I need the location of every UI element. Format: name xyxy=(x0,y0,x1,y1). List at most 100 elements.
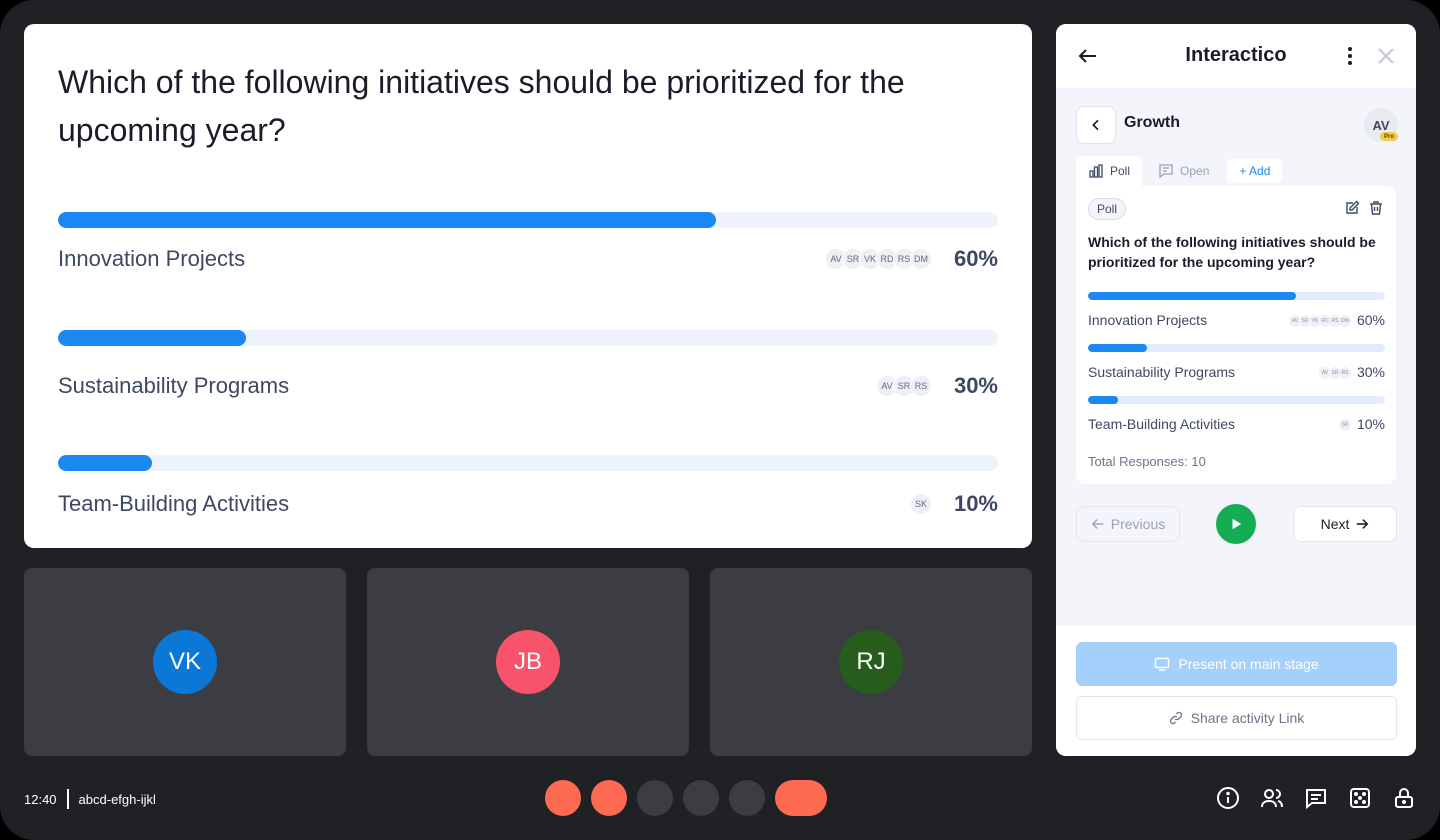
option-label: Sustainability Programs xyxy=(58,373,290,398)
more-options-button[interactable] xyxy=(729,780,765,816)
info-icon[interactable] xyxy=(1216,786,1240,810)
mic-button[interactable] xyxy=(545,780,581,816)
voter-avatar: RS xyxy=(910,375,932,397)
trash-icon[interactable] xyxy=(1368,200,1384,216)
panel-footer: Present on main stage Share activity Lin… xyxy=(1056,626,1416,756)
poll-option: Innovation Projects AV SR VK RC RS DM 60% xyxy=(1088,292,1385,330)
voter-avatar: RS xyxy=(1329,315,1341,327)
chat-icon[interactable] xyxy=(1304,786,1328,810)
voter-avatar: AV xyxy=(1319,367,1331,379)
activities-icon[interactable] xyxy=(1348,786,1372,810)
voter-avatar: SR xyxy=(1329,367,1341,379)
meeting-code: abcd-efgh-ijkl xyxy=(78,791,156,807)
participant-tile[interactable]: JB xyxy=(367,568,689,756)
present-button[interactable]: Present on main stage xyxy=(1076,642,1397,686)
option-label: Sustainability Programs xyxy=(1088,364,1236,380)
option-percent: 10% xyxy=(953,491,998,516)
close-icon[interactable] xyxy=(1374,44,1398,68)
voter-avatars: AV SR RS xyxy=(1319,367,1351,379)
screen-share-icon xyxy=(1155,657,1170,671)
option-label: Team-Building Activities xyxy=(58,491,290,516)
poll-question: Which of the following initiatives shoul… xyxy=(1088,234,1376,270)
avatar: RJ xyxy=(839,630,903,694)
arrow-left-icon xyxy=(1091,519,1104,529)
poll-card: Poll Which of the following initiatives … xyxy=(1076,186,1396,484)
voter-avatars: SK xyxy=(910,493,932,515)
voter-avatars: AV SR RS xyxy=(876,375,932,397)
pro-badge: Pro xyxy=(1380,132,1398,141)
voter-avatar: RS xyxy=(1339,367,1351,379)
option-percent: 60% xyxy=(953,246,998,271)
edit-icon[interactable] xyxy=(1344,200,1360,216)
progress-bar xyxy=(58,330,998,346)
meeting-time: 12:40 xyxy=(24,791,57,807)
panel-body: Growth AV Pro Poll Open + Add Poll xyxy=(1056,88,1416,626)
poll-option: Innovation Projects AV SR VK RD RS DM 60% xyxy=(58,212,998,280)
voter-avatar: RC xyxy=(1319,315,1331,327)
voter-avatars: SK xyxy=(1339,419,1351,431)
voter-avatars: AV SR VK RC RS DM xyxy=(1289,315,1351,327)
previous-button[interactable]: Previous xyxy=(1076,506,1180,542)
group-name: Growth xyxy=(1124,114,1180,131)
voter-avatar: VK xyxy=(1309,315,1321,327)
option-percent: 30% xyxy=(953,373,998,398)
link-icon xyxy=(1169,711,1182,725)
previous-label: Previous xyxy=(1110,516,1166,532)
raise-hand-button[interactable] xyxy=(683,780,719,816)
option-percent: 10% xyxy=(1356,416,1385,432)
voter-avatar: DM xyxy=(910,248,932,270)
divider xyxy=(66,789,69,809)
progress-bar xyxy=(1088,344,1385,352)
back-arrow-icon[interactable] xyxy=(1076,44,1100,68)
tab-label: Open xyxy=(1180,164,1210,178)
voter-avatar: AV xyxy=(1289,315,1301,327)
participant-tile[interactable]: RJ xyxy=(710,568,1032,756)
main-stage-poll: Which of the following initiatives shoul… xyxy=(24,24,1032,548)
voter-avatar: RD xyxy=(876,248,898,270)
camera-button[interactable] xyxy=(591,780,627,816)
bar-chart-icon xyxy=(1089,164,1103,178)
progress-bar xyxy=(1088,396,1385,404)
total-responses: Total Responses: 10 xyxy=(1088,454,1206,469)
activity-type-badge: Poll xyxy=(1088,198,1127,220)
captions-button[interactable] xyxy=(637,780,673,816)
side-panel: Interactico Growth AV Pro Poll xyxy=(1056,24,1416,756)
option-label: Team-Building Activities xyxy=(1088,416,1236,432)
avatar: VK xyxy=(153,630,217,694)
share-link-button[interactable]: Share activity Link xyxy=(1076,696,1397,740)
group-back-button[interactable] xyxy=(1076,106,1116,144)
progress-bar xyxy=(1088,292,1385,300)
next-label: Next xyxy=(1320,516,1350,532)
poll-option: Sustainability Programs AV SR RS 30% xyxy=(1088,344,1385,382)
poll-option: Sustainability Programs AV SR RS 30% xyxy=(58,330,998,407)
leave-call-button[interactable] xyxy=(775,780,827,816)
comment-icon xyxy=(1159,164,1173,179)
add-activity-button[interactable]: + Add xyxy=(1227,159,1283,183)
progress-bar xyxy=(58,455,998,471)
play-button[interactable] xyxy=(1216,504,1256,544)
voter-avatar: SK xyxy=(910,493,932,515)
more-vertical-icon[interactable] xyxy=(1338,44,1362,68)
tab-label: Poll xyxy=(1110,164,1131,178)
present-label: Present on main stage xyxy=(1178,656,1319,672)
option-percent: 30% xyxy=(1356,364,1385,380)
tab-poll[interactable]: Poll xyxy=(1076,156,1143,186)
share-label: Share activity Link xyxy=(1190,710,1305,726)
option-label: Innovation Projects xyxy=(58,246,246,271)
meeting-tools xyxy=(1216,786,1416,810)
voter-avatar: SR xyxy=(893,375,915,397)
tab-open[interactable]: Open xyxy=(1146,156,1221,186)
lock-icon[interactable] xyxy=(1392,786,1416,810)
meeting-info: 12:40 abcd-efgh-ijkl xyxy=(24,789,156,809)
arrow-right-icon xyxy=(1357,519,1369,529)
next-button[interactable]: Next xyxy=(1293,506,1397,542)
people-icon[interactable] xyxy=(1260,786,1284,810)
participant-tile[interactable]: VK xyxy=(24,568,346,756)
option-percent: 60% xyxy=(1356,312,1385,328)
panel-title: Interactico xyxy=(1185,44,1287,66)
voter-avatar: SR xyxy=(1299,315,1311,327)
panel-header: Interactico xyxy=(1056,24,1416,88)
chevron-left-icon xyxy=(1092,119,1099,131)
voter-avatar: SK xyxy=(1339,419,1351,431)
